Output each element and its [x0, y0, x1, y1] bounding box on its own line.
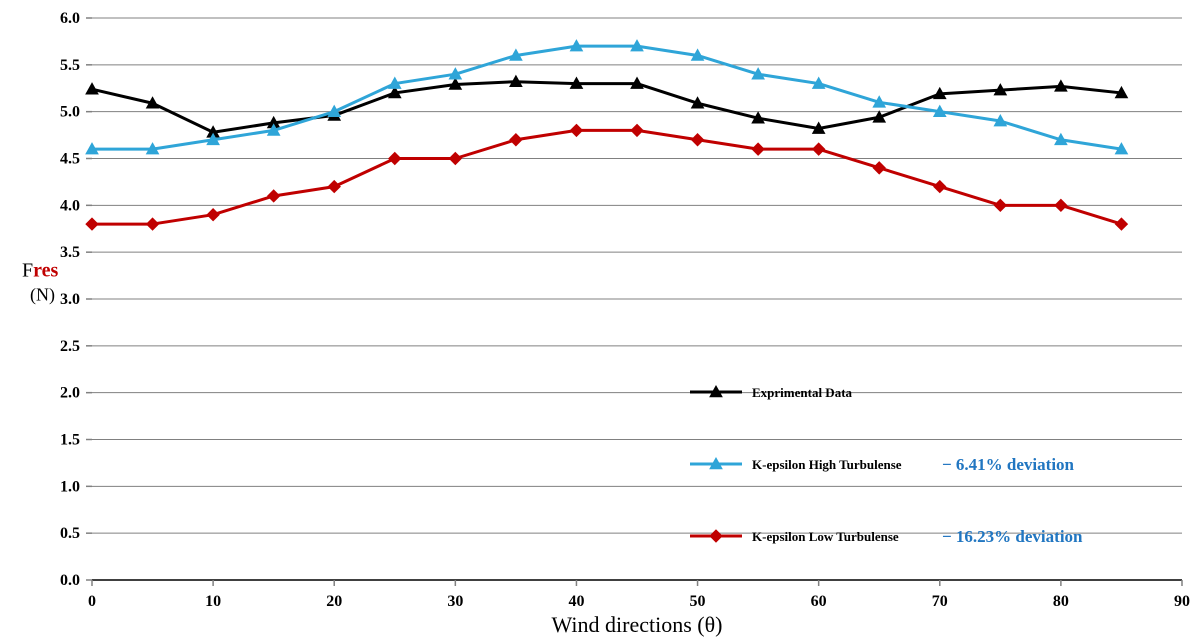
legend-deviation: − 6.41% deviation [942, 455, 1075, 474]
y-axis-unit: (N) [30, 285, 55, 306]
chart-svg: 0 10 20 30 40 50 60 70 80 90 0.0 0.5 1.0 1.5 2.0 2.5 3.0… [0, 0, 1203, 639]
y-tick-label: 0.0 [60, 572, 80, 589]
x-tick-label: 90 [1174, 593, 1190, 610]
x-tick-label: 40 [568, 593, 584, 610]
y-tick-label: 3.5 [60, 244, 80, 261]
y-tick-label: 5.5 [60, 57, 80, 74]
y-tick-label: 2.0 [60, 385, 80, 402]
y-tick-label: 4.5 [60, 151, 80, 168]
x-tick-label: 70 [932, 593, 948, 610]
x-tick-label: 20 [326, 593, 342, 610]
x-tick-label: 50 [690, 593, 706, 610]
y-axis-label: Fres [22, 260, 59, 282]
x-tick-label: 10 [205, 593, 221, 610]
legend-label: Exprimental Data [752, 385, 853, 400]
y-tick-label: 0.5 [60, 525, 80, 542]
y-tick-label: 1.0 [60, 478, 80, 495]
y-tick-label: 6.0 [60, 10, 80, 27]
y-tick-label: 1.5 [60, 432, 80, 449]
chart-root: 0 10 20 30 40 50 60 70 80 90 0.0 0.5 1.0 1.5 2.0 2.5 3.0… [0, 0, 1203, 639]
legend-label: K-epsilon Low Turbulense [752, 529, 899, 544]
y-tick-label: 3.0 [60, 291, 80, 308]
x-tick-label: 80 [1053, 593, 1069, 610]
x-tick-label: 30 [447, 593, 463, 610]
legend-label: K-epsilon High Turbulense [752, 457, 902, 472]
x-axis-label: Wind directions (θ) [552, 612, 723, 637]
y-tick-label: 4.0 [60, 197, 80, 214]
y-tick-label: 2.5 [60, 338, 80, 355]
x-tick-label: 60 [811, 593, 827, 610]
legend-deviation: − 16.23% deviation [942, 527, 1083, 546]
y-tick-label: 5.0 [60, 104, 80, 121]
x-tick-label: 0 [88, 593, 96, 610]
